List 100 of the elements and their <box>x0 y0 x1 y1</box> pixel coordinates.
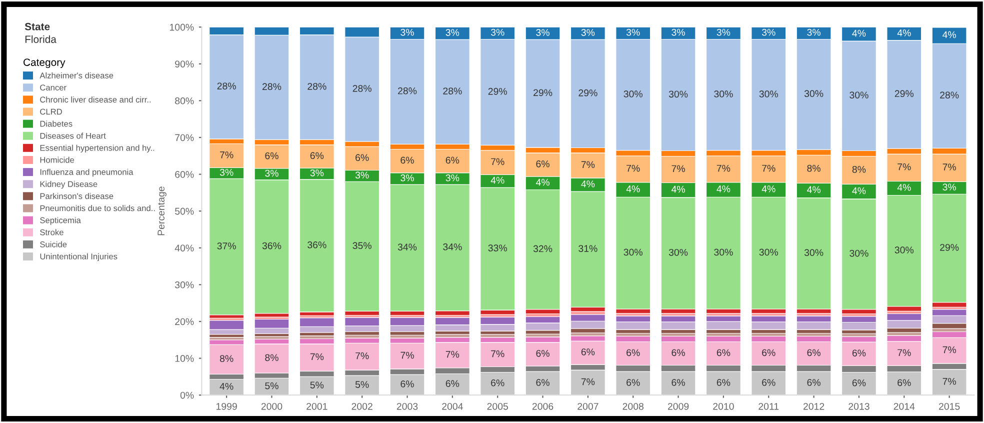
data-label: 28% <box>443 88 462 94</box>
data-label: 34% <box>398 244 417 250</box>
x-tick-label: 2013 <box>848 402 870 410</box>
data-label: 29% <box>578 89 598 96</box>
data-label: 7% <box>581 161 595 168</box>
x-tick-label: 2006 <box>532 402 554 410</box>
data-label: 7% <box>446 350 460 358</box>
data-label: 34% <box>443 243 462 250</box>
data-label: 6% <box>716 379 730 386</box>
data-label: 7% <box>942 346 956 354</box>
data-label: 32% <box>533 245 552 252</box>
data-label: 7% <box>898 349 911 356</box>
y-tick-label: 0% <box>180 392 194 399</box>
data-label: 29% <box>534 89 552 96</box>
x-tick-label: 2008 <box>622 402 644 410</box>
data-label: 4% <box>942 31 956 38</box>
legend-title: Category <box>24 58 66 68</box>
text: Florida <box>25 35 56 43</box>
data-label: 4% <box>852 187 866 194</box>
y-tick-label: 40% <box>174 244 194 252</box>
legend-label: Cancer <box>40 84 66 91</box>
data-label: 3% <box>942 184 956 190</box>
legend-label: Influenza and pneumonia <box>40 168 134 177</box>
data-label: 4% <box>536 178 550 186</box>
data-label: 29% <box>940 244 959 251</box>
x-tick-label: 2000 <box>261 402 282 410</box>
data-label: 4% <box>671 186 685 193</box>
data-label: 6% <box>446 380 460 388</box>
data-label: 5% <box>310 382 324 388</box>
data-label: 7% <box>310 353 324 360</box>
data-label: 6% <box>626 349 640 356</box>
data-label: 6% <box>536 379 550 386</box>
data-label: 7% <box>626 164 640 172</box>
legend-label: Alzheimer's disease <box>40 72 114 78</box>
data-label: 30% <box>668 90 688 98</box>
data-label: 30% <box>668 248 688 256</box>
legend-label: Suicide <box>40 241 67 248</box>
data-label: 3% <box>355 172 369 179</box>
data-label: 7% <box>716 164 730 172</box>
data-label: 7% <box>491 350 504 358</box>
data-label: 30% <box>804 90 824 98</box>
data-label: 7% <box>581 378 595 386</box>
data-label: 5% <box>355 381 369 388</box>
data-label: 6% <box>581 348 595 356</box>
data-label: 36% <box>262 242 282 250</box>
data-label: 3% <box>220 168 234 176</box>
data-label: 6% <box>672 349 685 356</box>
data-label: 7% <box>400 352 414 359</box>
data-label: 36% <box>308 241 326 248</box>
data-label: 3% <box>490 28 504 36</box>
legend-label: Kidney Disease <box>40 180 98 189</box>
data-label: 6% <box>807 349 820 356</box>
data-label: 4% <box>852 30 866 37</box>
data-label: 7% <box>220 151 234 158</box>
data-label: 3% <box>536 29 550 36</box>
data-label: 6% <box>807 379 820 386</box>
data-label: 6% <box>672 379 685 386</box>
data-label: 4% <box>897 29 911 36</box>
legend-label: Unintentional Injuries <box>40 253 118 262</box>
data-label: 28% <box>308 82 326 90</box>
data-label: 6% <box>356 154 369 162</box>
y-tick-label: 20% <box>175 318 194 326</box>
data-label: 3% <box>446 29 460 36</box>
data-label: 28% <box>398 87 417 94</box>
data-label: 6% <box>536 350 550 357</box>
data-label: 6% <box>491 379 504 386</box>
data-label: 3% <box>762 28 776 36</box>
x-tick-label: 2012 <box>803 402 824 410</box>
x-tick-label: 2010 <box>713 402 734 410</box>
data-label: 3% <box>265 170 278 177</box>
data-label: 7% <box>356 352 369 360</box>
data-label: 3% <box>400 28 414 36</box>
data-label: 4% <box>581 180 595 188</box>
data-label: 6% <box>762 379 776 386</box>
data-label: 29% <box>894 90 914 98</box>
x-tick-label: 2004 <box>442 402 463 410</box>
legend-label: Diseases of Heart <box>40 132 106 139</box>
y-tick-label: 80% <box>175 97 194 104</box>
data-label: 33% <box>488 244 507 252</box>
data-label: 7% <box>491 158 504 166</box>
x-tick-label: 2003 <box>396 402 418 410</box>
data-label: 5% <box>265 382 278 390</box>
text: State <box>24 22 50 30</box>
data-label: 6% <box>265 152 278 160</box>
data-label: 8% <box>852 166 866 173</box>
y-tick-label: 50% <box>175 208 194 215</box>
data-label: 29% <box>488 88 507 95</box>
x-tick-label: 2011 <box>758 402 779 410</box>
data-label: 31% <box>578 245 598 252</box>
data-label: 4% <box>897 184 911 191</box>
data-label: 30% <box>714 248 733 256</box>
data-label: 30% <box>624 90 642 98</box>
data-label: 28% <box>940 92 959 98</box>
y-tick-label: 70% <box>175 134 194 142</box>
x-tick-label: 2005 <box>487 402 508 410</box>
data-label: 35% <box>352 242 372 250</box>
data-label: 37% <box>217 242 236 250</box>
data-label: 4% <box>220 382 234 390</box>
data-label: 4% <box>806 186 820 194</box>
data-label: 6% <box>446 156 460 164</box>
